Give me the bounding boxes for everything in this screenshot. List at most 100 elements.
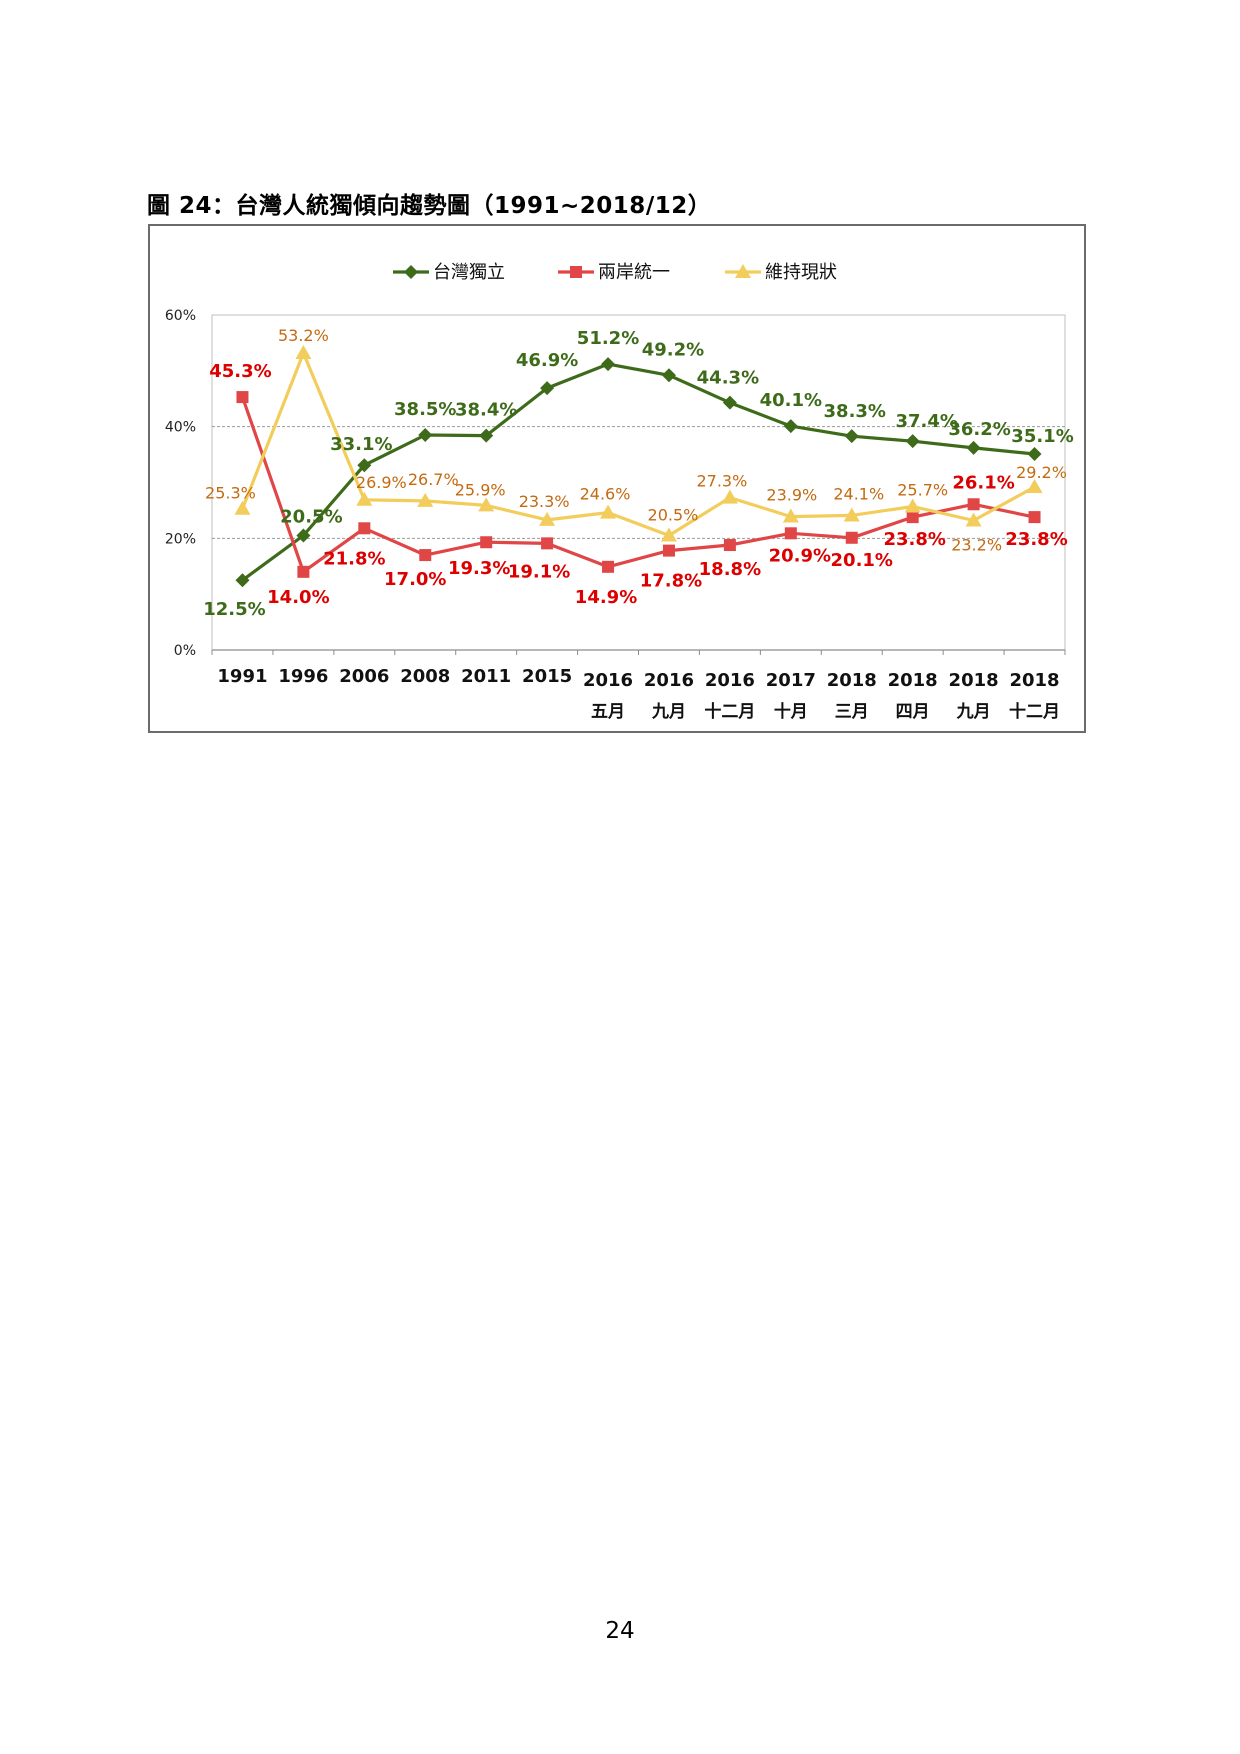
data-label: 24.1% (833, 484, 884, 503)
x-tick-label: 2008 (400, 666, 450, 687)
data-label: 46.9% (516, 350, 578, 371)
x-tick-sublabel: 九月 (956, 702, 991, 722)
data-point (1026, 478, 1043, 493)
data-point (479, 428, 494, 443)
data-label: 29.2% (1016, 463, 1067, 482)
x-tick-label: 2011 (461, 666, 511, 687)
data-label: 17.8% (640, 571, 702, 592)
data-point (782, 508, 799, 523)
x-tick-sublabel: 四月 (896, 702, 930, 722)
line-chart: 0% 20% 40% 60% 1991 1996 2006 2008 2011 2015 2016 五… (165, 262, 1074, 722)
data-label: 14.9% (575, 587, 637, 608)
data-point (1028, 511, 1041, 524)
data-point (296, 528, 311, 543)
page-number: 24 (605, 1618, 635, 1644)
x-tick-label: 2018 (1009, 670, 1059, 691)
data-point (602, 560, 615, 573)
data-label: 20.5% (280, 507, 342, 528)
data-point (967, 498, 980, 511)
data-label: 38.3% (824, 401, 886, 422)
data-point (965, 512, 982, 527)
data-label: 23.8% (1005, 529, 1067, 550)
data-label: 19.1% (508, 561, 570, 582)
data-point (905, 434, 920, 449)
data-label: 53.2% (278, 326, 329, 345)
data-point (904, 498, 921, 513)
series-line-2 (240, 396, 1035, 574)
data-label: 25.7% (897, 481, 948, 500)
legend-label: 維持現狀 (765, 262, 837, 283)
legend-marker (735, 264, 751, 278)
y-tick-label: 40% (165, 420, 196, 436)
data-point (417, 492, 434, 507)
data-point (722, 395, 737, 410)
data-point (541, 537, 554, 550)
data-point (784, 527, 797, 540)
data-label: 25.3% (205, 484, 256, 503)
data-label: 33.1% (330, 434, 392, 455)
data-label: 35.1% (1011, 426, 1073, 447)
legend-marker (404, 265, 418, 279)
data-point (661, 368, 676, 383)
data-label: 40.1% (760, 390, 822, 411)
data-label: 38.4% (455, 400, 517, 421)
data-label: 26.9% (356, 473, 407, 492)
x-tick-sublabel: 十二月 (704, 701, 755, 722)
legend-label: 台灣獨立 (433, 262, 505, 283)
x-tick-label: 2018 (827, 670, 877, 691)
y-tick-label: 20% (165, 531, 196, 547)
data-point (721, 489, 738, 504)
x-tick-sublabel: 九月 (651, 702, 686, 722)
data-label: 26.7% (408, 470, 459, 489)
data-label: 26.1% (952, 472, 1014, 493)
chart-frame: 0% 20% 40% 60% 1991 1996 2006 2008 2011 2015 2016 五… (148, 224, 1086, 733)
x-tick-label: 2018 (949, 670, 999, 691)
data-label: 20.5% (648, 506, 699, 525)
data-label: 23.9% (766, 486, 817, 505)
data-label: 23.3% (519, 492, 570, 511)
data-point (845, 531, 858, 544)
x-tick-label: 2017 (766, 670, 816, 691)
data-point (844, 429, 859, 444)
y-tick-label: 60% (165, 308, 196, 324)
x-tick-label: 2016 (644, 670, 694, 691)
data-point (419, 549, 432, 562)
data-label: 12.5% (203, 599, 265, 620)
data-label: 23.8% (883, 529, 945, 550)
figure-title: 圖 24：台灣人統獨傾向趨勢圖（1991~2018/12） (147, 193, 712, 219)
data-point (966, 440, 981, 455)
series-line-1 (241, 362, 1035, 582)
data-label: 23.2% (951, 535, 1002, 554)
data-label: 36.2% (948, 419, 1010, 440)
series-line-3 (241, 351, 1036, 538)
x-tick-label: 1996 (278, 666, 328, 687)
data-label: 27.3% (696, 472, 747, 491)
data-label: 20.9% (769, 545, 831, 566)
legend-label: 兩岸統一 (598, 262, 670, 283)
data-label: 24.6% (580, 485, 631, 504)
x-tick-sublabel: 五月 (591, 702, 625, 722)
data-point (295, 344, 312, 359)
data-point (478, 497, 495, 512)
data-label: 38.5% (394, 399, 456, 420)
data-point (540, 381, 555, 396)
x-tick-label: 2016 (705, 670, 755, 691)
x-tick-sublabel: 十月 (774, 701, 808, 722)
x-tick-label: 2018 (888, 670, 938, 691)
data-label: 20.1% (831, 550, 893, 571)
data-point (539, 511, 556, 526)
data-point (600, 504, 617, 519)
data-point (843, 507, 860, 522)
data-point (660, 527, 677, 542)
data-label: 45.3% (209, 361, 271, 382)
data-point (723, 539, 736, 552)
data-label: 25.9% (455, 480, 506, 499)
data-point (358, 522, 371, 535)
data-point (235, 573, 250, 588)
data-point (783, 419, 798, 434)
data-label: 44.3% (697, 368, 759, 389)
data-label: 51.2% (577, 328, 639, 349)
x-tick-sublabel: 十二月 (1009, 701, 1060, 722)
data-label: 17.0% (384, 569, 446, 590)
x-tick-label: 1991 (217, 666, 267, 687)
